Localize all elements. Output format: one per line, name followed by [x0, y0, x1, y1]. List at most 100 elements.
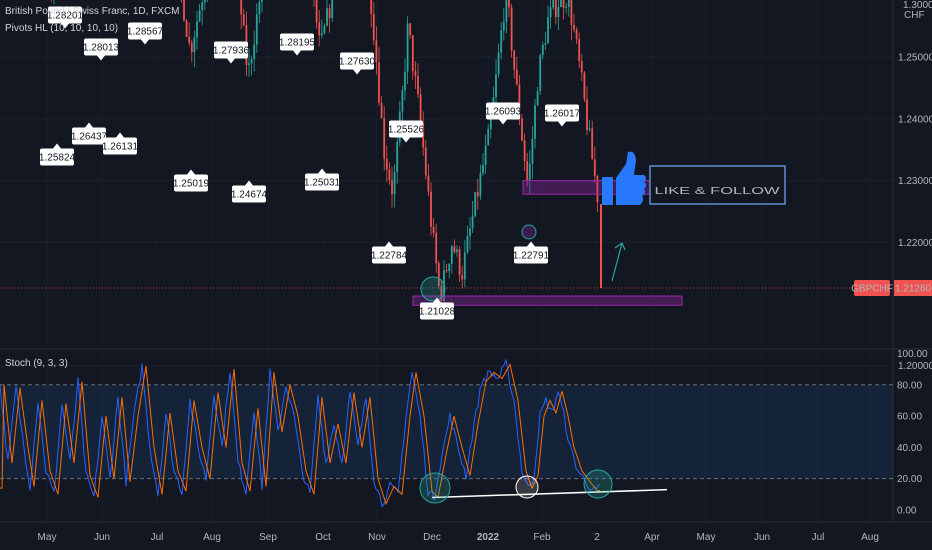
- pivot-label-pointer: [116, 132, 124, 138]
- candle: [393, 172, 396, 195]
- time-tick-label: Nov: [368, 532, 386, 543]
- currency-label: CHF: [904, 10, 925, 21]
- candle: [372, 13, 375, 41]
- candle: [578, 38, 581, 62]
- candle: [370, 0, 373, 14]
- candle: [534, 105, 536, 139]
- pivot-label-pointer: [293, 50, 301, 56]
- candle: [409, 23, 412, 36]
- time-tick-label: Sep: [259, 532, 277, 543]
- candle: [391, 180, 393, 195]
- candle: [544, 43, 547, 45]
- candle: [383, 117, 386, 159]
- candle: [471, 215, 474, 229]
- pivot-label-pointer: [527, 241, 535, 247]
- candle: [456, 249, 458, 253]
- pivot-label: 1.27630: [339, 57, 376, 68]
- highlight-circle: [420, 276, 446, 302]
- thumbs-up-icon: [602, 151, 646, 205]
- pivot-label: 1.26017: [544, 109, 581, 120]
- candle: [414, 70, 417, 76]
- pivot-label: 1.22791: [513, 251, 550, 262]
- candle: [528, 163, 531, 180]
- stoch-label[interactable]: Stoch (9, 3, 3): [5, 358, 68, 369]
- pivot-label: 1.25526: [388, 125, 425, 136]
- candle: [440, 285, 443, 301]
- candle: [320, 32, 323, 36]
- candle: [549, 7, 552, 18]
- candle: [575, 29, 578, 39]
- pivot-label-pointer: [402, 137, 410, 143]
- candle: [448, 263, 451, 272]
- candle: [261, 0, 263, 2]
- candle: [469, 228, 471, 236]
- candle: [596, 175, 599, 203]
- time-tick-label: Dec: [423, 532, 441, 543]
- indicator-label[interactable]: Pivots HL (10, 10, 10, 10): [5, 23, 119, 34]
- stoch-d-line: [0, 363, 601, 506]
- candle: [557, 6, 560, 18]
- pivot-label-box: [486, 102, 520, 120]
- candle: [388, 169, 391, 181]
- pivot-label-box: [514, 246, 548, 264]
- candle: [586, 99, 588, 130]
- candle: [248, 63, 250, 65]
- candle: [242, 14, 245, 26]
- stoch-k-line: [0, 358, 601, 508]
- candle: [458, 249, 461, 276]
- candle: [489, 118, 492, 130]
- last-price-badge-text: 1.21260: [895, 284, 932, 295]
- candle: [497, 52, 500, 75]
- stoch-trendline: [431, 488, 668, 499]
- candle: [453, 246, 456, 253]
- thumbs-up-hand: [616, 151, 646, 205]
- candle: [495, 74, 497, 98]
- stoch-tick-label: 60.00: [897, 412, 922, 423]
- candle: [474, 192, 477, 216]
- pivot-label-box: [389, 120, 423, 138]
- price-tick-label: 1.20000: [898, 361, 932, 372]
- candle: [567, 0, 570, 7]
- candle: [401, 90, 404, 112]
- time-tick-label: Aug: [203, 532, 221, 543]
- pivot-label-pointer: [558, 121, 566, 127]
- pivot-label-box: [128, 22, 162, 40]
- candle: [466, 235, 469, 253]
- pivot-label-box: [420, 302, 454, 320]
- pivot-label: 1.25031: [304, 178, 341, 189]
- candle: [573, 24, 575, 30]
- price-tick-label: 1.23000: [898, 176, 932, 187]
- candle: [193, 37, 196, 52]
- candle: [422, 122, 425, 148]
- pivot-label-pointer: [353, 69, 361, 75]
- price-tick-label: 1.26000: [898, 0, 932, 2]
- candle: [183, 0, 185, 21]
- candle: [185, 20, 188, 37]
- pivot-label-box: [372, 246, 406, 264]
- candle: [562, 0, 565, 8]
- candle: [580, 61, 583, 73]
- price-axis-top-label: 1.30000: [903, 0, 932, 11]
- price-tick-label: 1.22000: [898, 238, 932, 249]
- pivot-label: 1.25824: [39, 153, 76, 164]
- candle: [323, 25, 326, 33]
- time-tick-label: Jun: [754, 532, 770, 543]
- candle: [479, 173, 482, 197]
- candle: [240, 0, 243, 15]
- stoch-highlight-circle: [515, 475, 539, 499]
- candle: [253, 44, 256, 60]
- candle: [510, 7, 513, 51]
- candle: [404, 71, 406, 91]
- pivot-label: 1.28013: [83, 43, 120, 54]
- candle: [203, 0, 206, 3]
- time-tick-label: May: [38, 532, 57, 543]
- candle: [419, 94, 422, 123]
- candle: [482, 164, 484, 174]
- candle: [515, 69, 518, 85]
- stoch-tick-label: 80.00: [897, 380, 922, 391]
- candle: [315, 0, 318, 23]
- candle: [463, 252, 466, 280]
- pivot-label-box: [103, 137, 137, 155]
- candle: [326, 8, 328, 26]
